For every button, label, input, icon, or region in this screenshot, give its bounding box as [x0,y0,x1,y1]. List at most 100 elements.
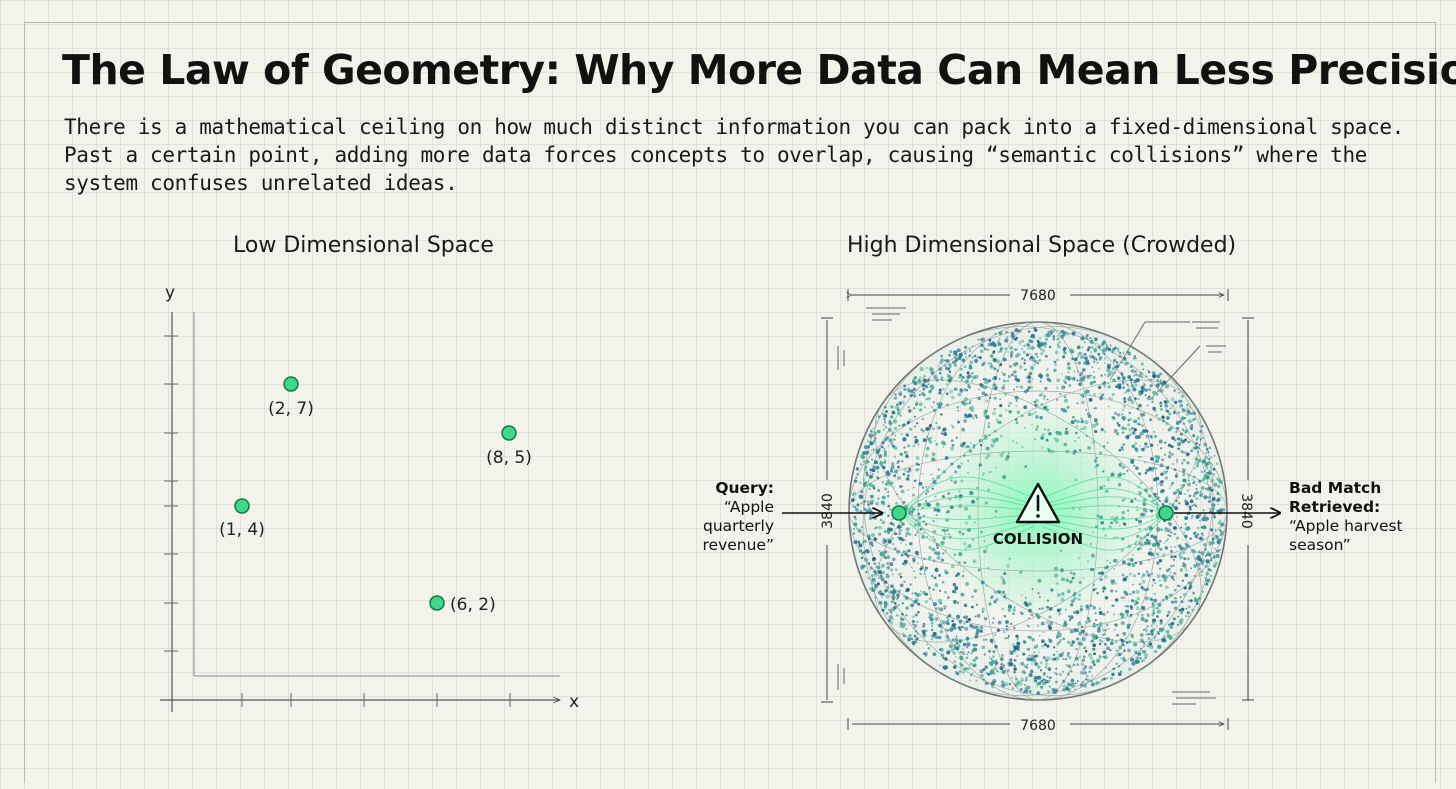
vector-dot [943,607,946,610]
vector-dot [894,434,897,437]
vector-dot [1028,655,1031,657]
vector-dot [904,595,909,600]
vector-dot [1145,538,1149,542]
vector-dot [1045,337,1049,341]
vector-dot [1022,652,1026,656]
vector-dot [1055,667,1058,670]
vector-dot [914,425,916,428]
vector-dot [933,576,937,580]
vector-dot [900,553,904,557]
vector-dot [1014,362,1019,366]
vector-dot [884,426,888,429]
vector-dot [1179,596,1182,599]
vector-dot [985,410,988,413]
vector-dot [1143,541,1148,546]
vector-dot [1154,539,1158,543]
vector-dot [917,378,921,382]
vector-dot [888,438,893,443]
vector-dot [1024,368,1027,371]
vector-dot [1080,662,1085,666]
vector-dot [944,366,949,371]
vector-dot [1026,624,1029,627]
vector-dot [1151,400,1154,404]
vector-dot [1173,588,1177,592]
vector-dot [1180,394,1185,398]
vector-dot [999,349,1003,353]
vector-dot [853,528,855,530]
vector-dot [902,423,906,426]
vector-dot [1048,639,1053,643]
vector-dot [964,345,968,349]
vector-dot [991,683,994,686]
vector-dot [1164,441,1167,444]
vector-dot [1084,356,1088,360]
vector-dot [1132,357,1136,360]
vector-dot [1077,361,1081,365]
vector-dot [1197,550,1201,554]
vector-dot [894,532,898,536]
vector-dot [1141,640,1145,643]
vector-dot [1186,409,1191,414]
vector-dot [891,410,896,415]
vector-dot [1112,393,1115,396]
vector-dot [1175,472,1178,475]
vector-dot [1152,622,1155,625]
vector-dot [1181,468,1186,473]
vector-dot [905,454,909,459]
vector-dot [872,556,876,561]
vector-dot [931,624,934,628]
vector-dot [869,436,872,439]
vector-dot [1158,539,1162,543]
vector-dot [864,557,869,562]
vector-dot [956,643,961,648]
vector-dot [875,526,878,529]
vector-dot [943,359,947,362]
vector-dot [972,664,976,668]
vector-dot [1200,570,1204,574]
vector-dot [1154,459,1159,464]
vector-dot [1157,603,1162,607]
vector-dot [1098,655,1102,659]
vector-dot [905,433,909,437]
vector-dot [917,443,920,446]
page-title: The Law of Geometry: Why More Data Can M… [62,46,1456,94]
vector-dot [899,403,902,406]
vector-dot [1138,436,1141,439]
vector-dot [1121,381,1125,385]
vector-dot [1175,430,1178,433]
vector-dot [952,651,956,655]
vector-dot [898,528,903,533]
vector-dot [1169,534,1172,538]
vector-dot [1196,537,1199,539]
vector-dot [1164,476,1169,480]
point-1-4 [234,498,250,514]
vector-dot [956,354,958,356]
vector-dot [1002,379,1006,383]
vector-dot [1033,359,1038,364]
vector-dot [1221,525,1224,528]
vector-dot [1128,395,1132,399]
vector-dot [912,392,916,395]
vector-dot [899,485,903,488]
vector-dot [944,657,948,661]
vector-dot [923,622,926,625]
vector-dot [930,621,934,625]
vector-dot [1067,376,1072,381]
vector-dot [1015,677,1018,681]
vector-dot [1049,679,1051,682]
vector-dot [1180,611,1183,614]
vector-dot [915,389,918,391]
vector-dot [1217,520,1222,525]
vector-dot [1043,678,1046,681]
vector-dot [973,647,978,652]
vector-dot [1165,496,1169,500]
vector-dot [882,424,885,426]
vector-dot [1207,499,1212,504]
vector-dot [1149,597,1153,601]
vector-dot [1019,365,1023,369]
vector-dot [1133,420,1135,423]
vector-dot [1203,542,1207,547]
vector-dot [885,594,890,599]
vector-dot [1096,658,1101,663]
vector-dot [886,555,891,559]
